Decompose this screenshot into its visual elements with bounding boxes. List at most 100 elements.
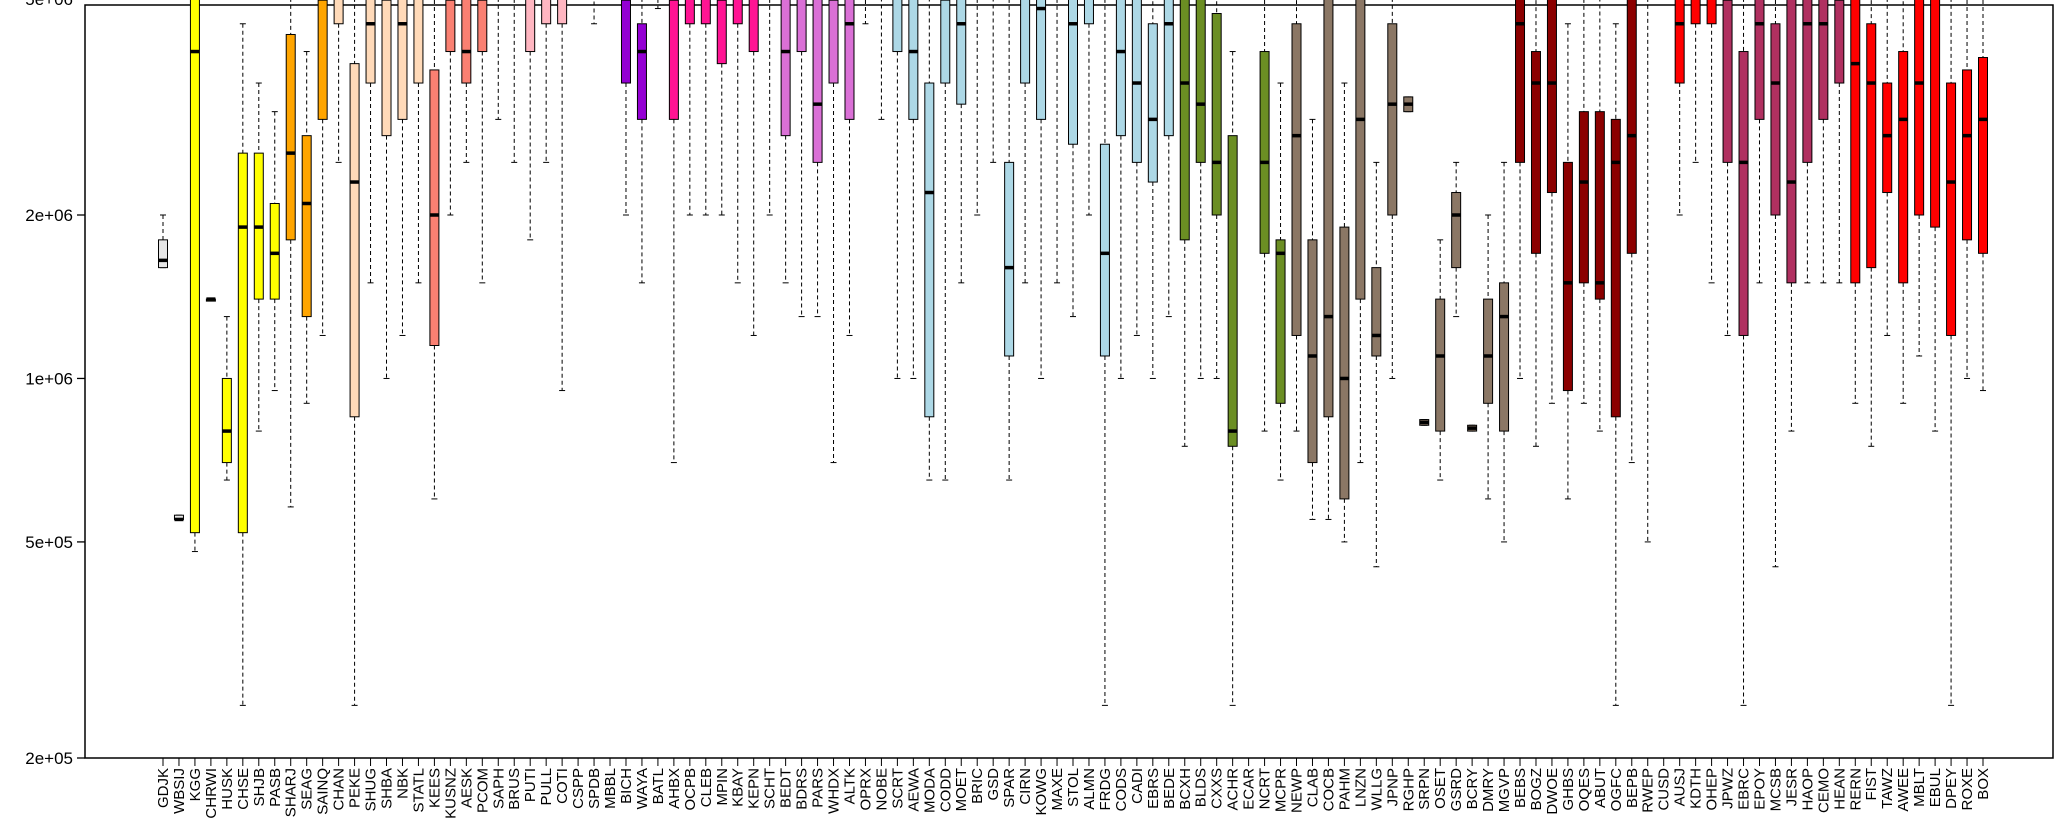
- box-iqr: [1483, 298, 1494, 404]
- x-tick-label: SHBA: [379, 768, 396, 809]
- box-bepb: [1626, 0, 1637, 464]
- x-tick-label: CLAB: [1304, 768, 1321, 807]
- x-tick-label: KBAY: [730, 768, 747, 807]
- x-tick-label: KDTH: [1688, 768, 1705, 809]
- box-hean: [1834, 0, 1845, 284]
- box-iqr: [748, 0, 759, 53]
- x-tick-label: SCHT: [762, 768, 779, 809]
- x-tick-label: WHDX: [826, 768, 843, 814]
- x-tick-label: JPWZ: [1720, 768, 1737, 809]
- box-bric: [974, 0, 981, 216]
- x-tick-label: OHEP: [1704, 768, 1721, 811]
- box-iqr: [397, 0, 408, 120]
- box-iqr: [333, 0, 344, 25]
- box-iqr: [908, 0, 919, 120]
- box-saph: [495, 0, 502, 120]
- box-iqr: [1355, 0, 1366, 300]
- x-tick-label: OPRX: [857, 768, 874, 811]
- box-sainq: [317, 0, 328, 336]
- x-tick-label: ROXE: [1959, 768, 1976, 811]
- box-iqr: [477, 0, 488, 53]
- box-iqr: [684, 0, 695, 25]
- box-iqr: [1562, 161, 1573, 392]
- box-oprx: [862, 0, 869, 25]
- box-puti: [525, 0, 536, 241]
- x-tick-label: ECAR: [1241, 768, 1258, 810]
- box-iqr: [1195, 0, 1206, 163]
- box-stol: [1068, 0, 1078, 318]
- x-tick-label: KEPN: [746, 768, 763, 809]
- box-peke: [349, 0, 360, 706]
- box-iqr: [1323, 0, 1334, 418]
- box-ogfc: [1610, 23, 1621, 706]
- box-ebul: [1930, 0, 1941, 432]
- x-tick-label: CIRN: [1017, 768, 1034, 805]
- x-tick-label: PUTI: [522, 768, 539, 802]
- box-ebrc: [1738, 0, 1749, 706]
- x-tick-label: OCPB: [682, 768, 699, 811]
- x-tick-label: RWEP: [1640, 768, 1657, 813]
- box-newp: [1291, 0, 1302, 432]
- x-tick-label: EBRC: [1736, 768, 1753, 810]
- box-awee: [1898, 0, 1909, 404]
- x-tick-label: JPNP: [1384, 768, 1401, 806]
- box-iqr: [892, 0, 903, 53]
- x-tick-label: ALMN: [1081, 768, 1098, 810]
- box-iqr: [1610, 118, 1621, 418]
- x-tick-label: PAHM: [1336, 768, 1353, 810]
- box-cxxs: [1211, 0, 1222, 379]
- box-mblt: [1914, 0, 1925, 357]
- x-tick-label: BEDE: [1161, 768, 1178, 809]
- x-tick-label: AEWA: [905, 768, 922, 812]
- box-iqr: [828, 0, 839, 84]
- x-tick-label: CHSE: [235, 768, 252, 810]
- box-rern: [1850, 0, 1861, 404]
- box-iqr: [1818, 0, 1829, 120]
- box-iqr: [541, 0, 552, 25]
- box-kusnz: [445, 0, 456, 216]
- box-iqr: [1004, 161, 1015, 357]
- y-tick-label: 2e+06: [25, 206, 73, 225]
- x-tick-label: SRPN: [1416, 768, 1433, 810]
- x-tick-label: NCRT: [1257, 768, 1274, 809]
- box-cadi: [1131, 0, 1142, 336]
- x-tick-label: GDJK: [155, 768, 172, 808]
- box-iqr: [1962, 69, 1973, 241]
- box-iqr: [1211, 13, 1222, 216]
- box-shug: [365, 0, 376, 284]
- x-tick-label: TAWZ: [1879, 768, 1896, 809]
- box-iqr: [716, 0, 727, 65]
- x-tick-label: BATL: [650, 768, 667, 804]
- box-iqr: [237, 152, 248, 534]
- box-tawz: [1882, 0, 1893, 336]
- box-whdx: [828, 0, 839, 464]
- box-chan: [333, 0, 344, 163]
- box-ncrt: [1259, 0, 1270, 432]
- x-tick-label: CODS: [1113, 768, 1130, 811]
- x-tick-label: MCSB: [1767, 768, 1784, 811]
- box-mgvp: [1499, 161, 1510, 543]
- x-tick-label: BOX: [1975, 768, 1992, 800]
- box-iqr: [1227, 135, 1238, 447]
- box-lnzn: [1355, 0, 1366, 464]
- box-iqr: [636, 23, 647, 120]
- box-waya: [636, 0, 647, 284]
- box-roxe: [1962, 0, 1973, 379]
- box-aesk: [461, 0, 472, 163]
- box-iqr: [956, 0, 967, 105]
- box-haop: [1802, 0, 1813, 284]
- box-epoy: [1754, 0, 1765, 284]
- box-iqr: [189, 0, 200, 534]
- box-iqr: [1099, 143, 1110, 357]
- x-tick-label: AUSJ: [1672, 768, 1689, 806]
- x-tick-label: HAOP: [1799, 768, 1816, 811]
- x-tick-label: ALTK: [841, 768, 858, 804]
- box-iqr: [668, 0, 679, 120]
- box-iqr: [1738, 51, 1749, 336]
- box-iqr: [445, 0, 456, 53]
- x-tick-label: PARS: [810, 768, 827, 808]
- box-iqr: [158, 239, 168, 269]
- x-tick-label: BICH: [618, 768, 635, 804]
- x-tick-label: HEAN: [1831, 768, 1848, 810]
